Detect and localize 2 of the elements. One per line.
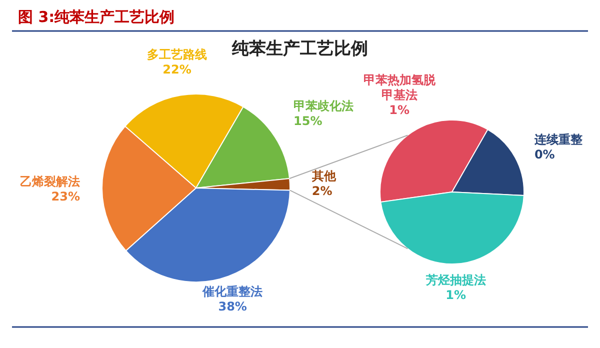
chart-subtitle: 纯苯生产工艺比例 [231, 39, 368, 59]
chart-title: 图 3:纯苯生产工艺比例 [18, 8, 175, 26]
